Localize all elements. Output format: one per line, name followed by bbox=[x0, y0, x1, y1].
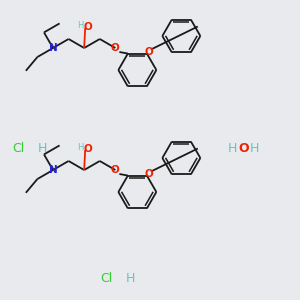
Text: Cl: Cl bbox=[12, 142, 24, 154]
Text: H: H bbox=[38, 142, 47, 154]
Text: H: H bbox=[228, 142, 237, 154]
Text: O: O bbox=[238, 142, 249, 154]
Text: H: H bbox=[77, 142, 83, 152]
Text: O: O bbox=[84, 144, 93, 154]
Text: O: O bbox=[111, 165, 120, 175]
Text: Cl: Cl bbox=[100, 272, 112, 284]
Text: O: O bbox=[111, 43, 120, 53]
Text: O: O bbox=[145, 46, 153, 56]
Text: O: O bbox=[145, 169, 153, 178]
Text: O: O bbox=[84, 22, 93, 32]
Text: H: H bbox=[126, 272, 135, 284]
Text: N: N bbox=[49, 165, 57, 175]
Text: N: N bbox=[49, 43, 57, 53]
Text: H: H bbox=[77, 20, 83, 29]
Text: H: H bbox=[250, 142, 260, 154]
